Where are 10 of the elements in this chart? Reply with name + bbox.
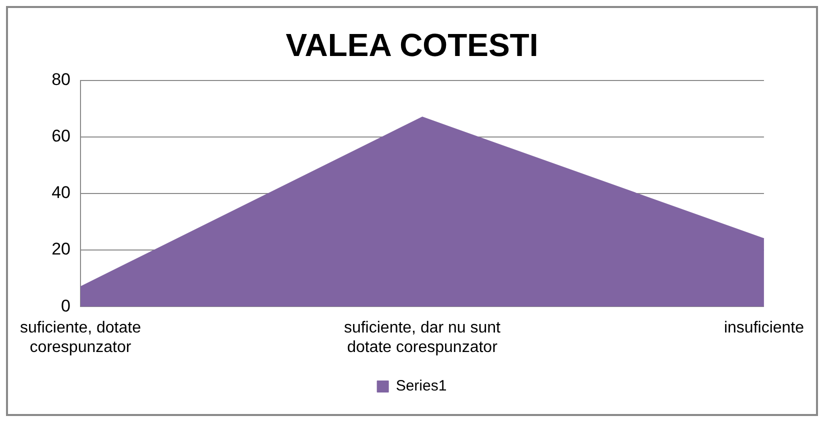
x-tick-label: suficiente, dar nu sunt dotate corespunzator (344, 320, 502, 356)
y-tick-label: 60 (52, 126, 70, 146)
y-tick-label: 40 (52, 183, 70, 202)
x-tick-label: insuficiente (724, 320, 804, 337)
legend-label: Series1 (396, 378, 447, 395)
chart-title: VALEA COTESTI (286, 27, 538, 64)
y-tick-label: 0 (61, 296, 70, 316)
x-tick-label: suficiente, dotate corespunzator (20, 320, 142, 356)
y-tick-label: 80 (52, 70, 70, 90)
y-tick-label: 20 (52, 240, 70, 259)
